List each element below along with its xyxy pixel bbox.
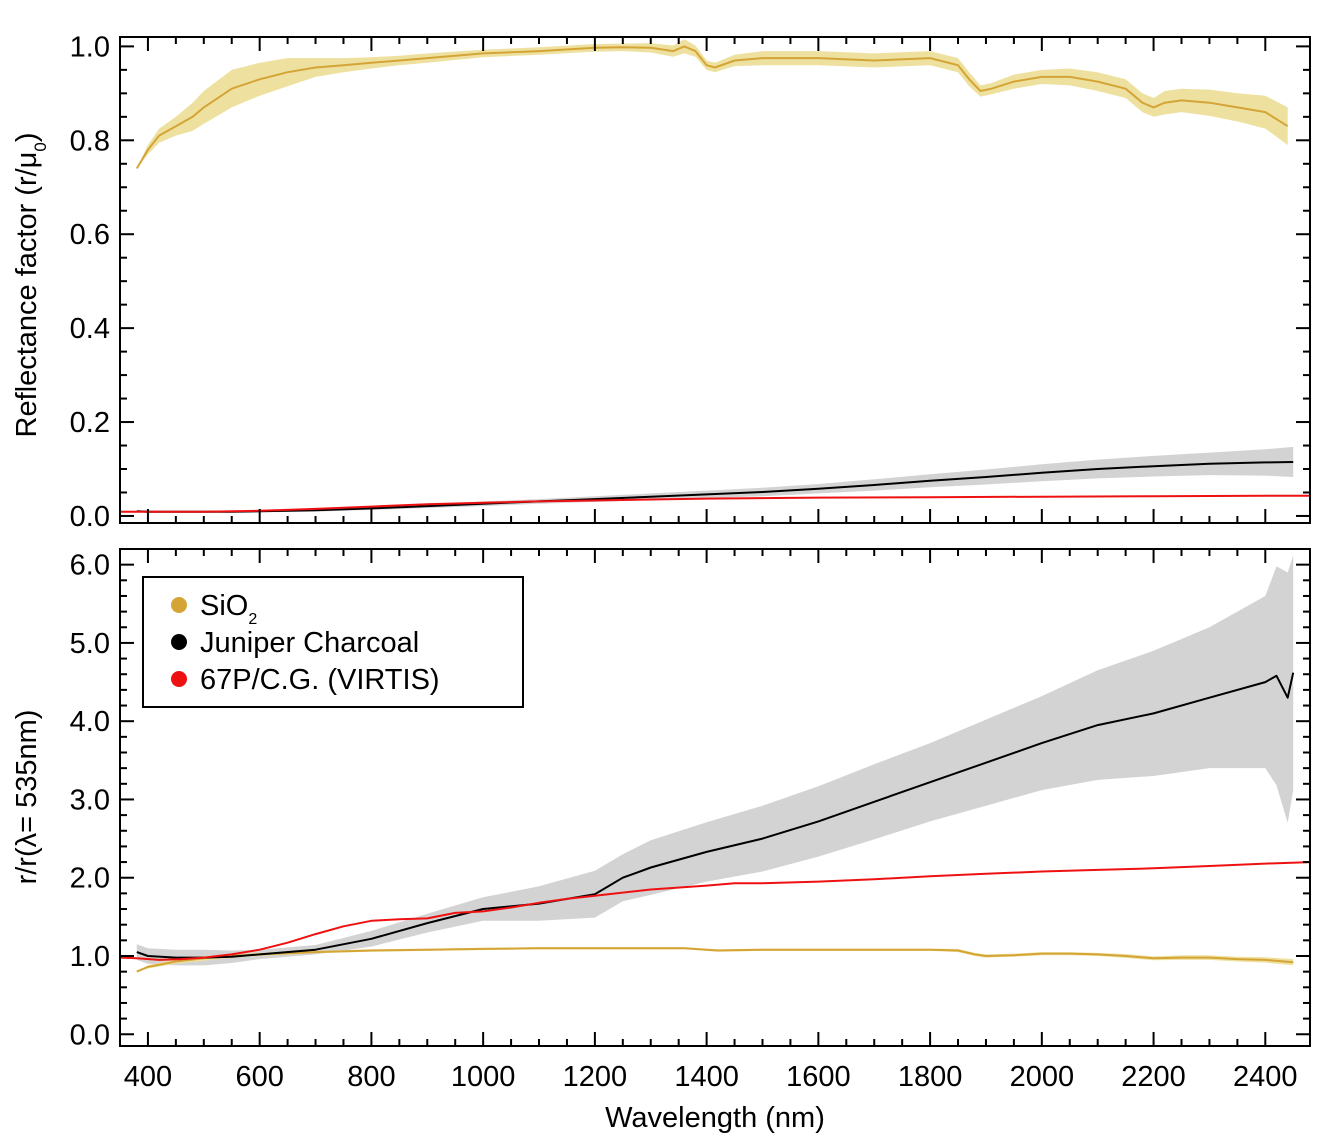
x-tick-label: 400 [124, 1061, 172, 1093]
bottom-plot-frame [119, 548, 1311, 1047]
legend-entry-sio2: SiO2 [171, 590, 257, 628]
top-band-juniper-charcoal [136, 446, 1294, 513]
legend-marker-juniper [171, 634, 187, 650]
x-tick-label: 600 [235, 1061, 283, 1093]
top-line-sio2 [135, 45, 1289, 170]
top-ytick-label: 0.2 [70, 407, 110, 439]
x-tick-label: 1600 [786, 1061, 851, 1093]
bottom-panel: 0.0 1.0 2.0 3.0 4.0 5.0 6.0 400 600 800 1000 1200 1… [11, 548, 1311, 1134]
bottom-y-tick-labels: 0.0 1.0 2.0 3.0 4.0 5.0 6.0 [70, 550, 110, 1052]
legend-label-sio2: SiO2 [200, 590, 257, 628]
x-axis-title: Wavelength (nm) [605, 1102, 825, 1134]
top-axis-ticks [120, 37, 1310, 523]
bottom-ytick-label: 6.0 [70, 550, 110, 582]
bottom-ytick-label: 3.0 [70, 784, 110, 816]
bottom-ytick-label: 4.0 [70, 706, 110, 738]
top-band-sio2 [136, 39, 1288, 169]
bottom-ytick-label: 0.0 [70, 1019, 110, 1051]
bottom-error-bands [136, 555, 1294, 972]
x-tick-label: 2400 [1233, 1061, 1298, 1093]
top-panel: 0.0 0.2 0.4 0.6 0.8 1.0 Reflectance factor (r… [11, 31, 1311, 533]
legend-label-67p: 67P/C.G. (VIRTIS) [200, 664, 440, 696]
legend-sio2-sub: 2 [248, 611, 257, 628]
bottom-band-juniper-charcoal [136, 555, 1294, 966]
x-tick-label: 2000 [1010, 1061, 1075, 1093]
legend-marker-sio2 [171, 597, 187, 613]
top-series-lines [120, 45, 1310, 513]
x-tick-label: 1800 [898, 1061, 963, 1093]
x-tick-label: 1400 [674, 1061, 739, 1093]
legend-label-juniper: Juniper Charcoal [200, 627, 419, 659]
x-tick-label: 1000 [451, 1061, 516, 1093]
x-tick-label: 1200 [563, 1061, 628, 1093]
bottom-line-juniper-charcoal [136, 672, 1295, 959]
legend-box [142, 576, 524, 708]
top-line-67p-c-g-virtis [120, 494, 1310, 513]
legend-entry-juniper: Juniper Charcoal [171, 627, 419, 659]
legend-sio2-main: SiO [200, 590, 248, 622]
bottom-ytick-label: 1.0 [70, 941, 110, 973]
bottom-ytick-label: 2.0 [70, 863, 110, 895]
top-ytick-label: 0.6 [70, 219, 110, 251]
top-ytick-label: 0.0 [70, 501, 110, 533]
top-y-axis-title: Reflectance factor (r/μ0) [11, 132, 50, 437]
top-ytick-label: 1.0 [70, 31, 110, 63]
bottom-ytick-label: 5.0 [70, 628, 110, 660]
top-ytick-label: 0.8 [70, 125, 110, 157]
top-error-bands [136, 39, 1294, 513]
x-tick-label: 800 [347, 1061, 395, 1093]
bottom-axis-ticks [120, 548, 1310, 1046]
legend-entry-67p: 67P/C.G. (VIRTIS) [171, 664, 440, 696]
x-tick-labels: 400 600 800 1000 1200 1400 1600 1800 2000 2200 240… [124, 1061, 1298, 1093]
bottom-line-67p-c-g-virtis [119, 861, 1311, 961]
legend: SiO2 Juniper Charcoal 67P/C.G. (VIRTIS) [142, 576, 524, 708]
top-plot-frame [119, 36, 1311, 524]
legend-marker-67p [171, 671, 187, 687]
top-ytick-label: 0.4 [70, 313, 110, 345]
bottom-y-axis-title: r/r(λ= 535nm) [11, 710, 43, 885]
bottom-series-lines [119, 672, 1311, 973]
x-tick-label: 2200 [1121, 1061, 1186, 1093]
top-y-tick-labels: 0.0 0.2 0.4 0.6 0.8 1.0 [70, 31, 110, 533]
bottom-line-sio2 [136, 947, 1294, 973]
